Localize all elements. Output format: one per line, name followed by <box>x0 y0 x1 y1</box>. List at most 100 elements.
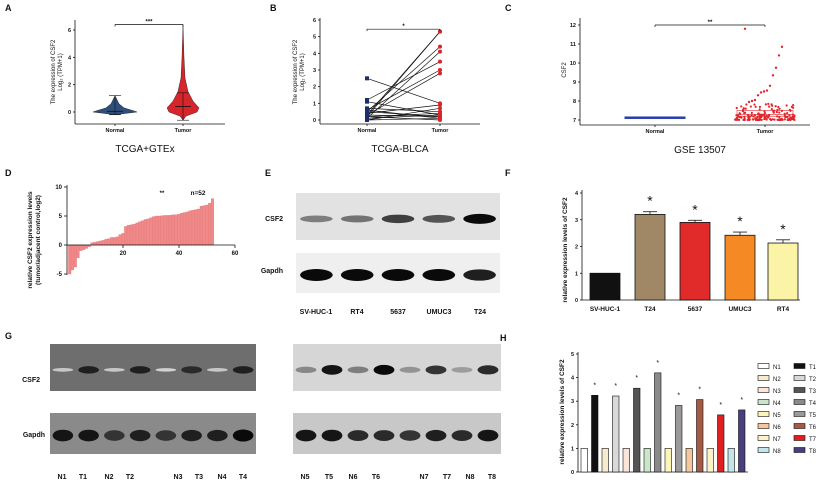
y-tick-label: 4 <box>575 191 579 197</box>
pair-line <box>366 78 441 104</box>
bar <box>157 215 161 246</box>
tumor-point <box>744 111 747 114</box>
lane-label: T24 <box>474 309 486 316</box>
y-tick-label: 0 <box>313 118 316 124</box>
y-tick-label: 4 <box>571 376 575 382</box>
bar <box>208 203 212 246</box>
band <box>477 429 499 442</box>
bar <box>138 221 142 246</box>
band <box>207 429 228 442</box>
x-tick-label: 5637 <box>688 306 703 313</box>
y-axis-label-2: Log₂ (TPM+1) <box>300 53 306 91</box>
bar-n5 <box>664 448 672 473</box>
bar <box>143 219 147 246</box>
y-tick-label: 4 <box>68 55 72 61</box>
bar <box>194 209 198 246</box>
y-tick-label: 3 <box>575 218 578 224</box>
band <box>381 214 415 224</box>
bar-t24 <box>634 213 666 301</box>
significance-star: * <box>737 213 743 229</box>
significance-star: * <box>698 387 701 394</box>
y-tick-label: 4 <box>313 51 317 57</box>
y-tick-label: 5 <box>571 352 574 358</box>
y-tick-label: 0 <box>68 110 71 116</box>
band <box>181 429 202 442</box>
panel-label-C: C <box>505 3 512 13</box>
band <box>422 214 456 223</box>
y-axis-label: CSF2 <box>562 62 568 78</box>
panel-label-B: B <box>270 3 277 13</box>
band <box>381 269 415 281</box>
x-tick-label: Tumor <box>757 129 775 135</box>
band <box>52 368 74 372</box>
y-tick-label: 2 <box>575 245 578 251</box>
bar <box>183 212 186 246</box>
tumor-point <box>735 116 739 119</box>
band <box>425 365 447 375</box>
pair-line <box>366 107 441 113</box>
bar <box>101 240 105 246</box>
tumor-point <box>438 71 442 76</box>
x-tick-label: Normal <box>646 129 665 135</box>
lane-label: T7 <box>443 474 451 481</box>
bar-rt4 <box>767 242 799 301</box>
tumor-point <box>786 112 789 115</box>
band <box>373 430 395 442</box>
pair-line <box>366 69 441 111</box>
bar <box>79 244 83 251</box>
legend-swatch <box>757 363 770 369</box>
tumor-point <box>739 112 742 116</box>
bar <box>129 224 133 246</box>
pair-line <box>366 109 441 119</box>
pair-line <box>366 31 441 117</box>
pair-line <box>366 46 441 112</box>
y-tick-label: 1 <box>575 271 578 277</box>
tumor-outlier <box>762 90 766 93</box>
lane-label: 5637 <box>390 309 406 316</box>
significance-star: * <box>635 375 638 382</box>
bar <box>82 244 86 250</box>
bar <box>104 239 108 246</box>
lane-label: RT4 <box>350 309 363 316</box>
bar <box>135 222 139 246</box>
legend-swatch <box>757 387 770 393</box>
bar <box>177 214 181 246</box>
legend-label: N7 <box>773 437 781 443</box>
band <box>155 368 177 372</box>
y-tick-label: 3 <box>313 68 316 74</box>
bar <box>197 208 200 246</box>
normal-point <box>365 114 369 119</box>
tumor-point <box>790 105 793 108</box>
lane-label: T4 <box>239 474 247 481</box>
tumor-point <box>772 110 775 113</box>
row-label-gapdh: Gapdh <box>23 432 45 439</box>
significance-star: * <box>692 201 698 217</box>
significance-star: * <box>740 397 743 404</box>
tumor-outlier <box>771 74 775 77</box>
normal-point <box>365 108 369 112</box>
band <box>300 215 333 223</box>
lane-label: N8 <box>466 474 475 481</box>
band <box>295 366 317 374</box>
band <box>104 430 125 441</box>
bar <box>188 210 192 246</box>
y-tick-label: 0 <box>59 243 63 249</box>
tumor-point <box>758 117 762 120</box>
tumor-point <box>438 44 442 49</box>
x-tick-label: Normal <box>358 128 377 134</box>
band <box>232 366 254 374</box>
bar <box>166 215 170 246</box>
tumor-point <box>755 118 758 122</box>
bar <box>205 204 209 246</box>
legend-label: T2 <box>809 377 817 383</box>
band <box>321 365 343 375</box>
bar <box>71 244 74 271</box>
tumor-point <box>746 118 749 122</box>
y-tick-label: 2 <box>68 83 71 89</box>
normal-point <box>365 76 369 81</box>
bar <box>174 214 178 246</box>
y-tick-label: 12 <box>570 23 576 29</box>
lane-label: SV-HUC-1 <box>300 309 333 316</box>
tumor-point <box>763 111 767 115</box>
